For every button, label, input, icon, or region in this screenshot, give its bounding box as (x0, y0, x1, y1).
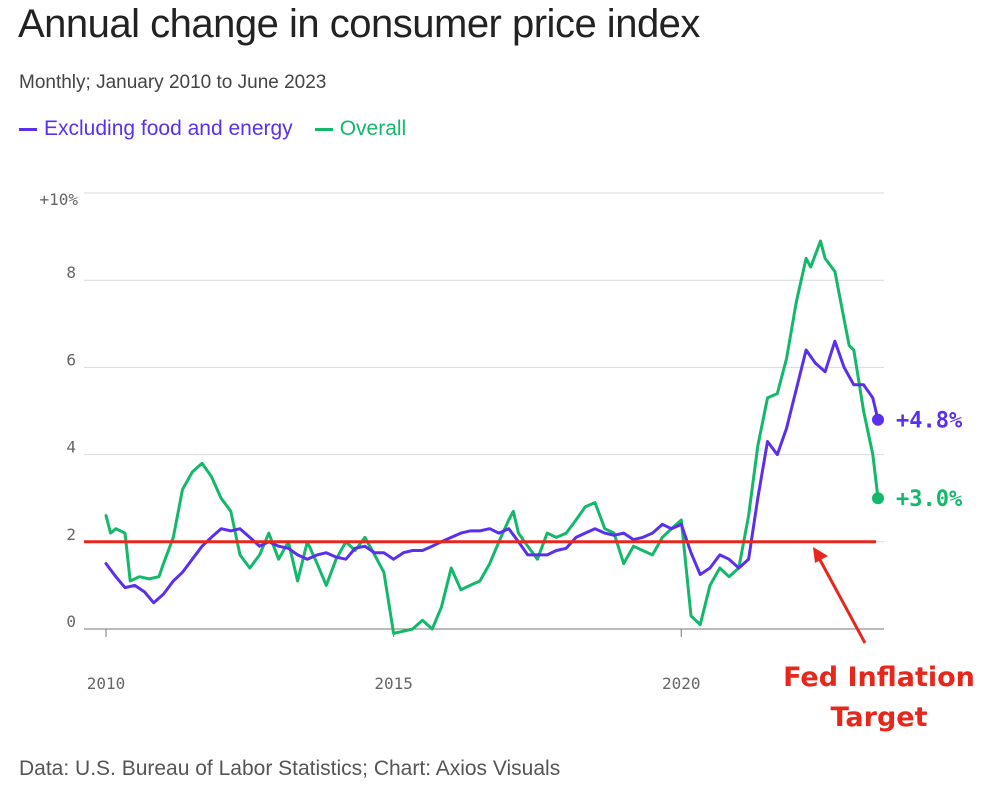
legend-label-overall: Overall (339, 117, 407, 140)
y-tick-label: 6 (66, 350, 76, 369)
end-point-core (872, 413, 884, 426)
series-line-core (104, 339, 880, 605)
y-tick-label: 2 (66, 525, 76, 544)
x-tick-label: 2015 (374, 674, 413, 693)
x-tick-label: 2020 (662, 674, 701, 693)
chart-footer: Data: U.S. Bureau of Labor Statistics; C… (19, 757, 561, 780)
series-lines (104, 239, 880, 635)
legend-item-overall: Overall (314, 117, 407, 141)
legend-swatch-overall (314, 127, 333, 131)
y-tick-label: 8 (66, 263, 76, 282)
end-label-overall: +3.0% (896, 487, 963, 512)
y-tick-label: 4 (66, 438, 76, 457)
annotation-line-1: Fed Inflation (783, 662, 975, 693)
end-point-overall (872, 492, 884, 505)
legend-label-core: Excluding food and energy (44, 117, 293, 140)
chart-subtitle: Monthly; January 2010 to June 2023 (19, 72, 327, 93)
annotation-layer: Fed Inflation Target (783, 547, 975, 733)
axis-ticks: 0 2 4 6 8 +10% 2010 2015 2020 (39, 190, 700, 693)
annotation-line-2: Target (830, 702, 927, 733)
legend-swatch-core (19, 127, 37, 131)
chart-title: Annual change in consumer price index (18, 2, 700, 46)
y-tick-label: +10% (39, 190, 78, 209)
end-label-core: +4.8% (896, 409, 963, 434)
annotation-arrow-shaft (817, 557, 867, 644)
series-line-overall (104, 239, 880, 635)
legend-item-core: Excluding food and energy (19, 117, 293, 141)
y-tick-label: 0 (66, 612, 76, 631)
x-tick-label: 2010 (87, 674, 126, 693)
legend: Excluding food and energy Overall (19, 117, 406, 141)
annotation-arrow-head (813, 547, 828, 563)
end-labels: +4.8% +3.0% (872, 409, 963, 512)
